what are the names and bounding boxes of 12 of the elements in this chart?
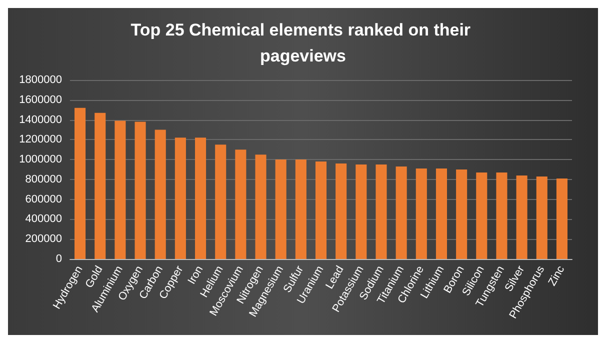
y-tick-label: 400000: [25, 213, 62, 226]
y-tick-label: 1400000: [19, 114, 62, 126]
y-tick-label: 0: [56, 253, 62, 265]
y-tick-label: 1000000: [19, 154, 62, 166]
y-tick-label: 600000: [25, 193, 62, 206]
y-tick-label: 200000: [25, 233, 62, 246]
y-tick-label: 1600000: [19, 94, 62, 106]
y-tick-label: 1800000: [19, 74, 62, 86]
y-tick-label: 1200000: [19, 134, 62, 146]
x-tick-label: Iron: [186, 264, 206, 286]
chart-title: Top 25 Chemical elements ranked on their pageviews: [130, 20, 476, 66]
y-tick-label: 800000: [25, 173, 62, 186]
